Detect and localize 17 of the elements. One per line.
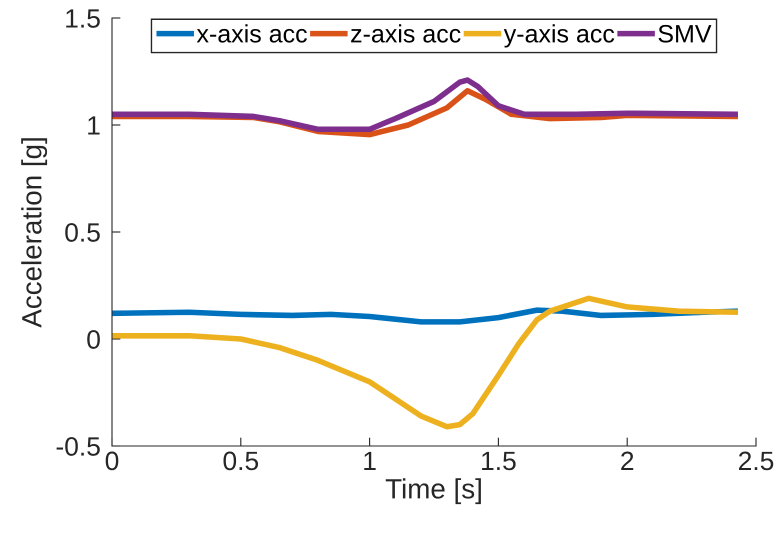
y-axis-title: Acceleration [g] [21, 138, 48, 328]
x-tick-label: 2.5 [738, 452, 774, 470]
legend-label: x-axis acc [196, 24, 307, 43]
x-axis-title: Time [s] [386, 478, 481, 504]
y-tick-label: 1.5 [66, 9, 100, 28]
x-tick-label: 2 [621, 452, 634, 470]
x-tick-label: 0.5 [223, 452, 258, 470]
x-tick-label: 1 [364, 452, 376, 470]
y-tick-label: -0.5 [56, 437, 100, 456]
y-tick-label: 0 [87, 330, 100, 349]
y-tick-label: 1 [88, 116, 100, 135]
legend-label: SMV [658, 24, 712, 43]
x-tick-label: 1.5 [482, 452, 516, 470]
legend-label: z-axis acc [351, 24, 461, 43]
legend-label: y-axis acc [504, 24, 614, 48]
x-tick-label: 0 [106, 452, 118, 470]
y-tick-label: 0.5 [65, 223, 100, 242]
